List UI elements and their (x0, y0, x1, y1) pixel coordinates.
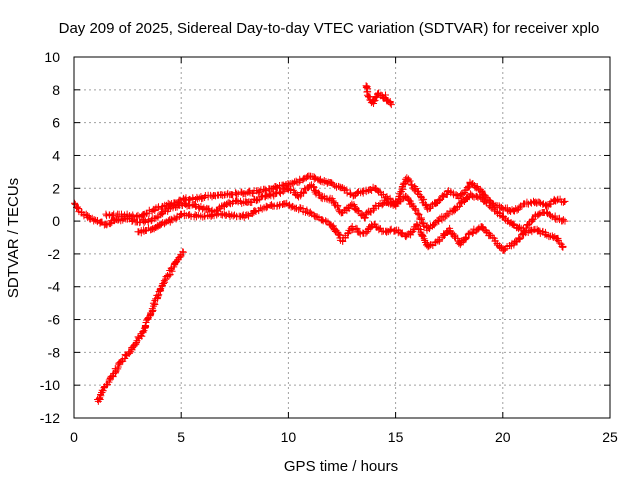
series-lower-wiggle (134, 199, 567, 254)
markers-upper-wiggle (102, 172, 569, 221)
y-tick-label: 2 (52, 180, 60, 196)
y-tick-label: -4 (48, 279, 61, 295)
chart-title: Day 209 of 2025, Sidereal Day-to-day VTE… (59, 20, 600, 37)
markers-lower-wiggle (134, 199, 567, 254)
y-tick-label: -6 (48, 312, 61, 328)
series-main-band (71, 181, 569, 234)
x-axis-title: GPS time / hours (284, 458, 398, 475)
y-tick-label: 8 (52, 82, 60, 98)
grid (74, 57, 610, 418)
markers-main-band (71, 181, 569, 234)
y-axis-ticks: -12 -10 -8 -6 -4 -2 0 2 4 6 8 10 (40, 49, 610, 426)
y-tick-label: -12 (40, 410, 60, 426)
plot-frame (73, 56, 611, 419)
series-descending-arc (94, 248, 187, 405)
y-tick-label: 0 (52, 213, 60, 229)
series-isolated-cluster (362, 82, 395, 109)
x-tick-label: 5 (177, 429, 185, 445)
x-tick-label: 0 (70, 429, 78, 445)
markers-isolated-cluster (362, 82, 395, 109)
markers-descending-arc (94, 248, 187, 405)
x-axis-ticks: 0 5 10 15 20 25 (70, 57, 618, 445)
data-points (71, 82, 569, 405)
y-tick-label: 10 (44, 49, 60, 65)
y-axis-title: SDTVAR / TECUs (5, 178, 22, 298)
y-tick-label: -10 (40, 377, 60, 393)
y-tick-label: -2 (48, 246, 61, 262)
x-tick-label: 20 (495, 429, 511, 445)
y-tick-label: 6 (52, 115, 60, 131)
y-tick-label: 4 (52, 147, 60, 163)
y-tick-label: -8 (48, 344, 61, 360)
x-tick-label: 25 (602, 429, 618, 445)
x-tick-label: 15 (388, 429, 404, 445)
series-upper-wiggle (102, 172, 569, 221)
x-tick-label: 10 (281, 429, 297, 445)
